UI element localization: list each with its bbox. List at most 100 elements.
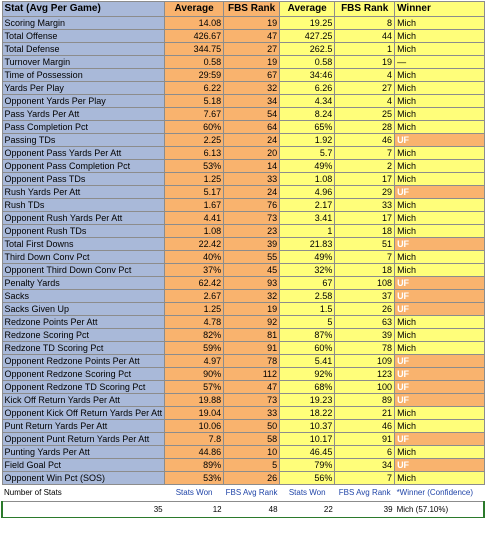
stat-name: Total Offense — [1, 29, 166, 43]
fbs-rank-right: 26 — [334, 302, 396, 316]
average-left: 57% — [164, 380, 225, 394]
fbs-rank-right: 7 — [334, 250, 396, 264]
fbs-rank-right: 91 — [334, 432, 396, 446]
fbs-rank-left: 14 — [223, 159, 281, 173]
average-left: 53% — [164, 471, 225, 485]
fbs-rank-left: 45 — [223, 263, 281, 277]
footer-fbs-avg-rank-right: FBS Avg Rank — [334, 484, 395, 502]
winner-cell: UF — [394, 289, 485, 303]
average-right: 49% — [279, 250, 336, 264]
average-left: 37% — [164, 263, 225, 277]
table-row: Opponent Third Down Conv Pct 37% 45 32% 18 Mi… — [1, 263, 485, 277]
average-left: 426.67 — [164, 29, 225, 43]
table-row: Opponent Redzone Points Per Att 4.97 78 5.4… — [1, 354, 485, 368]
winner-cell: Mich — [394, 315, 485, 329]
table-row: Penalty Yards 62.42 93 67 108 UF — [1, 276, 485, 290]
average-right: 46.45 — [279, 445, 336, 459]
average-left: 4.78 — [164, 315, 225, 329]
average-left: 89% — [164, 458, 225, 472]
average-left: 29:59 — [164, 68, 225, 82]
table-row: Opponent Redzone Scoring Pct 90% 112 92% 123… — [1, 367, 485, 381]
average-left: 5.17 — [164, 185, 225, 199]
stat-name: Opponent Yards Per Play — [1, 94, 166, 108]
winner-cell: UF — [394, 367, 485, 381]
fbs-rank-left: 10 — [223, 445, 281, 459]
fbs-rank-left: 19 — [223, 302, 281, 316]
stat-name: Sacks — [1, 289, 166, 303]
header-average-right: Average — [279, 1, 336, 17]
fbs-rank-left: 32 — [223, 81, 281, 95]
stat-name: Opponent Redzone Points Per Att — [1, 354, 166, 368]
average-left: 7.8 — [164, 432, 225, 446]
average-right: 79% — [279, 458, 336, 472]
winner-cell: Mich — [394, 263, 485, 277]
fbs-rank-right: 39 — [334, 328, 396, 342]
winner-cell: — — [394, 55, 485, 69]
average-right: 67 — [279, 276, 336, 290]
fbs-rank-right: 100 — [334, 380, 396, 394]
stat-name: Punting Yards Per Att — [1, 445, 166, 459]
average-right: 0.58 — [279, 55, 336, 69]
fbs-rank-left: 81 — [223, 328, 281, 342]
average-right: 1.08 — [279, 172, 336, 186]
fbs-rank-right: 108 — [334, 276, 396, 290]
table-row: Scoring Margin 14.08 19 19.25 8 Mich — [1, 16, 485, 30]
stat-name: Pass Completion Pct — [1, 120, 166, 134]
fbs-rank-left: 64 — [223, 120, 281, 134]
average-right: 68% — [279, 380, 336, 394]
fbs-rank-right: 78 — [334, 341, 396, 355]
fbs-rank-right: 63 — [334, 315, 396, 329]
winner-cell: Mich — [394, 107, 485, 121]
table-row: Punting Yards Per Att 44.86 10 46.45 6 Mich — [1, 445, 485, 459]
stat-name: Yards Per Play — [1, 81, 166, 95]
stat-name: Rush Yards Per Att — [1, 185, 166, 199]
average-left: 19.04 — [164, 406, 225, 420]
winner-cell: Mich — [394, 250, 485, 264]
fbs-rank-left: 33 — [223, 406, 281, 420]
average-left: 19.88 — [164, 393, 225, 407]
fbs-rank-left: 32 — [223, 289, 281, 303]
stat-name: Opponent Redzone TD Scoring Pct — [1, 380, 166, 394]
average-left: 4.97 — [164, 354, 225, 368]
average-left: 14.08 — [164, 16, 225, 30]
stat-name: Time of Possession — [1, 68, 166, 82]
average-left: 5.18 — [164, 94, 225, 108]
stat-name: Rush TDs — [1, 198, 166, 212]
winner-cell: Mich — [394, 406, 485, 420]
winner-cell: Mich — [394, 198, 485, 212]
average-right: 262.5 — [279, 42, 336, 56]
fbs-rank-right: 27 — [334, 81, 396, 95]
average-left: 60% — [164, 120, 225, 134]
average-right: 5.41 — [279, 354, 336, 368]
header-average-left: Average — [164, 1, 225, 17]
total-avg-rank-left: 48 — [223, 501, 280, 518]
fbs-rank-right: 29 — [334, 185, 396, 199]
winner-cell: Mich — [394, 120, 485, 134]
header-stat: Stat (Avg Per Game) — [1, 1, 166, 17]
average-right: 1 — [279, 224, 336, 238]
header-fbs-rank-right: FBS Rank — [334, 1, 396, 17]
winner-cell: UF — [394, 276, 485, 290]
stat-name: Opponent Rush Yards Per Att — [1, 211, 166, 225]
table-row: Third Down Conv Pct 40% 55 49% 7 Mich — [1, 250, 485, 264]
fbs-rank-right: 34 — [334, 458, 396, 472]
fbs-rank-left: 47 — [223, 29, 281, 43]
total-avg-rank-right: 39 — [334, 501, 395, 518]
average-left: 1.25 — [164, 172, 225, 186]
footer-stats-won-left: Stats Won — [164, 484, 224, 502]
fbs-rank-left: 58 — [223, 432, 281, 446]
table-row: Field Goal Pct 89% 5 79% 34 UF — [1, 458, 485, 472]
stat-name: Opponent Pass Completion Pct — [1, 159, 166, 173]
footer-stats-won-right: Stats Won — [279, 484, 335, 502]
fbs-rank-right: 28 — [334, 120, 396, 134]
average-left: 90% — [164, 367, 225, 381]
fbs-rank-left: 47 — [223, 380, 281, 394]
stats-comparison-table: Stat (Avg Per Game) Average FBS Rank Ave… — [1, 1, 485, 518]
stat-name: Redzone TD Scoring Pct — [1, 341, 166, 355]
fbs-rank-left: 50 — [223, 419, 281, 433]
average-right: 1.5 — [279, 302, 336, 316]
winner-cell: Mich — [394, 29, 485, 43]
average-right: 2.17 — [279, 198, 336, 212]
table-row: Punt Return Yards Per Att 10.06 50 10.37 46 M… — [1, 419, 485, 433]
stat-name: Passing TDs — [1, 133, 166, 147]
